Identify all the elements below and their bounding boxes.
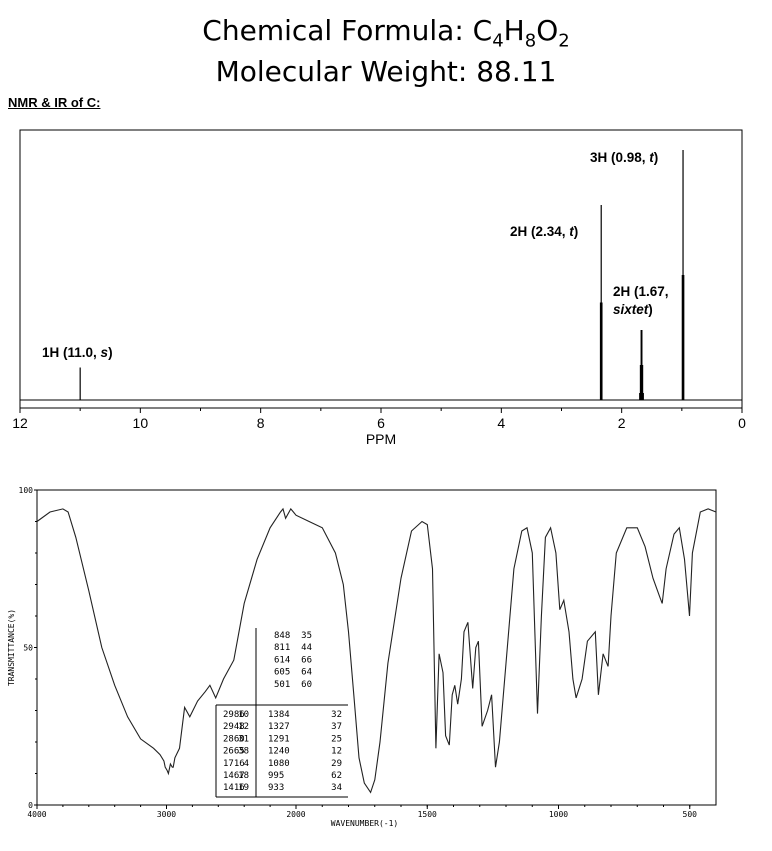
nmr-peak-label-text: 1H (11.0, — [42, 345, 101, 360]
ir-peak-table-cell: 37 — [331, 722, 342, 732]
ir-peak-table-cell: 1384 — [268, 710, 290, 720]
ir-peak-table-cell: 605 — [274, 668, 290, 678]
ir-peak-table-cell: 29 — [331, 759, 342, 769]
ir-spectrum-line — [36, 507, 717, 794]
ir-peak-table-cell: 34 — [331, 783, 342, 793]
ir-peak-table-cell: 38 — [238, 747, 249, 757]
ir-peak-table-cell: 614 — [274, 655, 290, 665]
ir-x-tick-label: 1000 — [549, 810, 568, 819]
nmr-peak-label-text: 3H (0.98, — [590, 150, 649, 165]
ir-peak-table-cell: 32 — [331, 710, 342, 720]
ir-peak-table-cell: 25 — [331, 734, 342, 744]
ir-peak-table-top-bg — [256, 626, 320, 704]
ir-peak-table-cell: 4 — [244, 759, 249, 769]
ir-plot-frame — [36, 489, 717, 806]
ir-peak-table-cell: 18 — [238, 771, 249, 781]
ir-peak-table-cell: 995 — [268, 771, 284, 781]
nmr-x-axis-label: PPM — [366, 431, 396, 447]
ir-peak-table-cell: 1416 — [223, 783, 245, 793]
ir-peak-table-cell: 811 — [274, 643, 290, 653]
ir-peak-table-cell: 1291 — [268, 734, 290, 744]
nmr-x-tick-label: 0 — [738, 415, 746, 431]
nmr-peak-label-end: ) — [648, 302, 653, 317]
ir-peak-table-cell: 501 — [274, 680, 290, 690]
ir-peak-table-cell: 31 — [238, 734, 249, 744]
ir-y-tick-label: 0 — [28, 801, 33, 810]
ir-peak-table-cell: 1327 — [268, 722, 290, 732]
nmr-peak-multiplicity: s — [101, 345, 109, 360]
ir-peak-table-cell: 2860 — [223, 734, 245, 744]
nmr-peak-multiplicity: t — [649, 150, 654, 165]
nmr-spectrum-chart: 1H (11.0, s)2H (2.34, t)2H (1.67,sixtet)… — [12, 129, 746, 447]
ir-y-tick-label: 100 — [19, 486, 34, 495]
ir-peak-table-cell: 1080 — [268, 759, 290, 769]
ir-peak-table-cell: 12 — [331, 747, 342, 757]
nmr-peak-label-end: ) — [654, 150, 659, 165]
ir-x-tick-label: 2000 — [286, 810, 305, 819]
ir-x-tick-label: 500 — [683, 810, 698, 819]
section-label: NMR & IR of C: — [8, 95, 101, 110]
ir-peak-table-cell: 62 — [331, 771, 342, 781]
nmr-peak-label: 1H (11.0, s) — [42, 345, 113, 360]
ir-peak-table-cell: 848 — [274, 631, 290, 641]
ir-peak-table-cell: 44 — [301, 643, 312, 653]
nmr-x-tick-label: 8 — [257, 415, 265, 431]
ir-peak-table-cell: 1240 — [268, 747, 290, 757]
ir-peak-table-bg — [216, 705, 348, 797]
ir-peak-table-cell: 1716 — [223, 759, 245, 769]
ir-peak-table-cell: 66 — [301, 655, 312, 665]
ir-y-axis-label: TRANSMITTANCE(%) — [7, 609, 16, 686]
ir-y-tick-label: 50 — [23, 644, 33, 653]
ir-peak-table-cell: 35 — [301, 631, 312, 641]
nmr-x-tick-label: 6 — [377, 415, 385, 431]
ir-x-tick-label: 1500 — [418, 810, 437, 819]
molecular-weight-title: Molecular Weight: 88.11 — [215, 55, 557, 88]
nmr-peak-multiplicity: sixtet — [613, 302, 649, 317]
nmr-peak-multiplicity: t — [569, 224, 574, 239]
nmr-peak-label: 2H (1.67, — [613, 284, 669, 299]
nmr-x-tick-label: 4 — [497, 415, 505, 431]
ir-peak-table-cell: 64 — [301, 668, 312, 678]
nmr-peak-label-line2: sixtet) — [613, 302, 653, 317]
nmr-peak-label-end: ) — [574, 224, 579, 239]
nmr-peak-label-end: ) — [108, 345, 113, 360]
nmr-peak-label-text: 2H (1.67, — [613, 284, 669, 299]
nmr-peak-label: 3H (0.98, t) — [590, 150, 658, 165]
nmr-x-tick-label: 12 — [12, 415, 28, 431]
nmr-x-tick-label: 10 — [133, 415, 149, 431]
ir-peak-table-cell: 2986 — [223, 710, 245, 720]
nmr-peak-label-text: 2H (2.34, — [510, 224, 569, 239]
ir-peak-table-cell: 2948 — [223, 722, 245, 732]
nmr-x-tick-label: 2 — [618, 415, 626, 431]
ir-peak-table-cell: 12 — [238, 722, 249, 732]
ir-peak-table-cell: 19 — [238, 783, 249, 793]
ir-peak-table-cell: 60 — [301, 680, 312, 690]
ir-x-axis-label: WAVENUMBER(-1) — [331, 819, 398, 828]
ir-peak-table-cell: 2665 — [223, 747, 245, 757]
ir-x-tick-label: 3000 — [157, 810, 176, 819]
ir-peak-table-cell: 1467 — [223, 771, 245, 781]
chemical-formula-title: Chemical Formula: C4H8O2 — [202, 14, 570, 52]
ir-peak-table-cell: 10 — [238, 710, 249, 720]
ir-peak-table-cell: 933 — [268, 783, 284, 793]
ir-x-tick-label: 4000 — [27, 810, 46, 819]
nmr-peak-label: 2H (2.34, t) — [510, 224, 578, 239]
